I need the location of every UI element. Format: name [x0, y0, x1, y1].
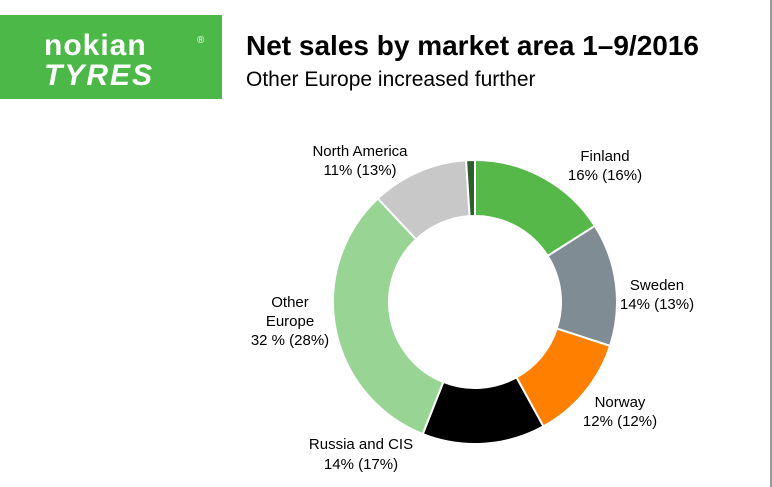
donut-slice: [465, 158, 476, 218]
slice-value: 12% (12%): [582, 413, 658, 430]
donut-slice: [332, 197, 445, 436]
slice-label: Finland: [580, 148, 630, 165]
slice-label: Norway: [594, 394, 646, 411]
slice-value: 14% (13%): [619, 296, 695, 313]
slice-label: Other Europe: [265, 294, 315, 330]
logo-sub: TYRES: [44, 59, 155, 92]
slice-value: 16% (16%): [567, 167, 643, 184]
logo-mark: ®: [197, 35, 205, 46]
logo: nokian ® TYRES: [0, 15, 222, 99]
slice-value: 14% (17%): [323, 456, 399, 473]
slice-value: 32 % (28%): [250, 332, 330, 349]
title: Net sales by market area 1–9/2016: [246, 30, 699, 61]
slice-label: Sweden: [629, 277, 685, 294]
subtitle: Other Europe increased further: [246, 68, 536, 91]
logo-brand: nokian: [44, 29, 147, 62]
slice-label: North America: [312, 143, 408, 160]
slice-value: 11% (13%): [323, 162, 397, 179]
slice-label: Russia and CIS: [308, 436, 414, 453]
